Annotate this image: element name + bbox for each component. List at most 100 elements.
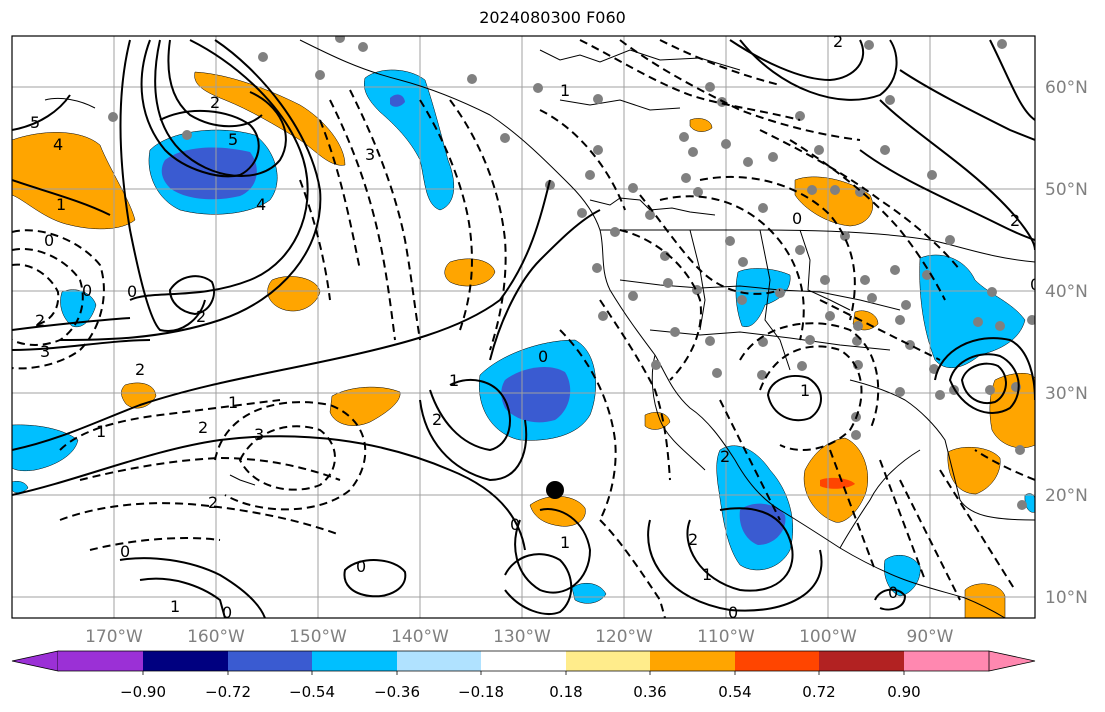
positive-anomaly-area <box>689 118 713 132</box>
lon-label: 140°W <box>391 627 449 647</box>
contour-label: 5 <box>30 113 40 132</box>
contour-label: 1 <box>96 422 106 441</box>
lat-label: 40°N <box>1045 282 1088 302</box>
contour-label: 3 <box>40 342 50 361</box>
negative-anomaly-area <box>919 254 1026 368</box>
contour-label: 1 <box>800 381 810 400</box>
lon-label: 100°W <box>799 627 857 647</box>
negative-anomaly-area <box>12 481 29 493</box>
contour-label-group: 5 4 2 1 0 3 5 4 2 0 2 1 2 2 3 1 0 2 3 0 … <box>30 32 1040 622</box>
negative-anomaly-area <box>735 268 791 328</box>
colorbar: −0.90 −0.72 −0.54 −0.36 −0.18 0.18 0.36 … <box>11 650 1036 701</box>
colorbar-tick-label: 0.90 <box>887 683 920 701</box>
contour-label: 0 <box>120 542 130 561</box>
map-title: 2024080300 F060 <box>479 8 626 27</box>
station-markers <box>108 36 1035 510</box>
contour-label: 3 <box>254 425 264 444</box>
contour-label: 2 <box>688 530 698 549</box>
contour-label: 2 <box>833 32 843 51</box>
positive-anomaly-area <box>194 71 346 166</box>
latitude-labels: 60°N 50°N 40°N 30°N 20°N 10°N <box>1045 78 1088 608</box>
contour-label: 1 <box>170 597 180 616</box>
contour-label: 4 <box>53 135 63 154</box>
map-border <box>11 35 1036 619</box>
colorbar-segment <box>143 651 228 671</box>
colorbar-segment <box>228 651 312 671</box>
colorbar-segment <box>735 651 819 671</box>
colorbar-tick-label: −0.54 <box>289 683 335 701</box>
colorbar-segment <box>481 651 566 671</box>
colorbar-tick-label: −0.72 <box>205 683 251 701</box>
contour-label: 2 <box>1010 211 1020 230</box>
negative-anomaly-area <box>501 366 571 423</box>
lon-label: 130°W <box>493 627 551 647</box>
lon-label: 90°W <box>907 627 954 647</box>
contour-label: 2 <box>720 447 730 466</box>
contour-label: 2 <box>196 307 206 326</box>
contour-label: 1 <box>702 565 712 584</box>
colorbar-segment <box>566 651 650 671</box>
contour-label: 0 <box>82 281 92 300</box>
negative-anomaly-area <box>364 69 455 211</box>
lat-label: 30°N <box>1045 384 1088 404</box>
colorbar-tick-label: 0.36 <box>633 683 666 701</box>
colorbar-segment <box>904 651 989 671</box>
colorbar-segment <box>819 651 904 671</box>
map-panel <box>12 36 1035 618</box>
positive-anomaly-area <box>12 132 136 230</box>
contour-label: 0 <box>222 603 232 622</box>
contour-label: 2 <box>35 311 45 330</box>
positive-anomaly-area <box>964 583 1006 618</box>
contour-label: 0 <box>356 557 366 576</box>
positive-anomaly-area <box>820 477 855 489</box>
map-content: 5 4 2 1 0 3 5 4 2 0 2 1 2 2 3 1 0 2 3 0 … <box>12 32 1040 622</box>
contour-label: 0 <box>728 603 738 622</box>
lon-label: 120°W <box>595 627 653 647</box>
contour-label: 2 <box>198 418 208 437</box>
contour-label: 1 <box>56 195 66 214</box>
negative-anomaly-area <box>884 554 921 597</box>
contour-label: 3 <box>365 145 375 164</box>
coastlines <box>44 39 1035 618</box>
contour-label: 2 <box>432 410 442 429</box>
contour-label: 0 <box>792 209 802 228</box>
positive-anomaly-area <box>444 258 496 287</box>
contour-label: 0 <box>44 231 54 250</box>
positive-anomaly-area <box>644 412 671 430</box>
contour-label: 0 <box>1030 275 1040 294</box>
lat-label: 20°N <box>1045 486 1088 506</box>
positive-anomaly-area <box>947 446 1001 495</box>
contour-label: 0 <box>538 347 548 366</box>
colorbar-segment <box>58 651 143 671</box>
contour-label: 0 <box>510 515 520 534</box>
colorbar-tick-label: −0.18 <box>458 683 504 701</box>
colorbar-tick-label: 0.18 <box>549 683 582 701</box>
lon-label: 170°W <box>85 627 143 647</box>
lon-label: 150°W <box>289 627 347 647</box>
lat-label: 50°N <box>1045 180 1088 200</box>
colorbar-low-arrow <box>11 650 59 672</box>
location-marker <box>546 481 564 499</box>
colorbar-tick-label: −0.90 <box>120 683 166 701</box>
colorbar-segment <box>650 651 735 671</box>
contour-label: 5 <box>228 130 238 149</box>
lat-label: 10°N <box>1045 588 1088 608</box>
contour-label: 2 <box>208 493 218 512</box>
contour-label: 1 <box>560 533 570 552</box>
contour-label: 2 <box>210 93 220 112</box>
contour-label: 0 <box>127 282 137 301</box>
negative-anomaly-area <box>739 503 786 545</box>
contour-label: 2 <box>135 360 145 379</box>
contour-label: 0 <box>888 583 898 602</box>
colorbar-segment <box>397 651 481 671</box>
colorbar-tick-label: 0.54 <box>718 683 751 701</box>
contours-positive <box>12 39 1035 618</box>
contours-negative <box>12 39 1035 618</box>
contour-label: 1 <box>449 371 459 390</box>
lon-label: 110°W <box>697 627 755 647</box>
lon-label: 160°W <box>187 627 245 647</box>
colorbar-segment <box>312 651 397 671</box>
contour-label: 4 <box>256 195 266 214</box>
lat-label: 60°N <box>1045 78 1088 98</box>
